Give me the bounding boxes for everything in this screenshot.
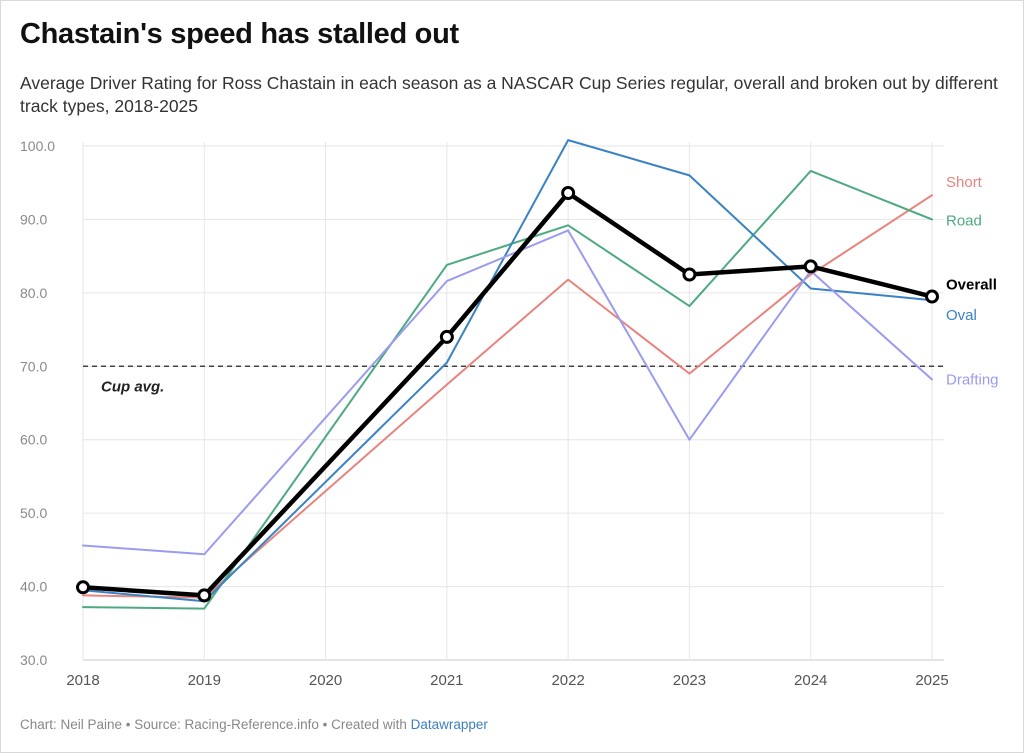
x-tick-label: 2020: [309, 672, 342, 689]
overall-point: [803, 259, 818, 274]
datawrapper-link[interactable]: Datawrapper: [410, 717, 488, 732]
y-tick-label: 40.0: [20, 579, 47, 595]
cup-average-label: Cup avg.: [101, 378, 164, 395]
series-line-oval: [82, 139, 933, 603]
overall-point: [561, 185, 576, 200]
y-tick-label: 90.0: [20, 211, 47, 227]
footer-credit: Chart: Neil Paine • Source: Racing-Refer…: [20, 717, 411, 732]
chart-footer: Chart: Neil Paine • Source: Racing-Refer…: [20, 717, 488, 732]
x-tick-label: 2019: [188, 672, 221, 689]
y-tick-label: 70.0: [20, 358, 47, 374]
y-tick-label: 100.0: [20, 138, 55, 154]
x-tick-label: 2025: [915, 672, 948, 689]
chart-subtitle: Average Driver Rating for Ross Chastain …: [20, 73, 998, 116]
series-line-drafting: [82, 229, 933, 556]
x-tick-label: 2021: [430, 672, 463, 689]
y-tick-label: 80.0: [20, 285, 47, 301]
series-line-road: [82, 169, 933, 610]
x-tick-label: 2023: [673, 672, 706, 689]
series-label-short: Short: [946, 174, 983, 191]
x-tick-label: 2022: [551, 672, 584, 689]
overall-point: [197, 588, 212, 603]
overall-point: [439, 329, 454, 344]
y-tick-label: 60.0: [20, 432, 47, 448]
series-label-road: Road: [946, 212, 982, 229]
overall-point: [925, 289, 939, 304]
overall-point: [76, 580, 90, 595]
overall-point: [682, 267, 697, 282]
x-tick-label: 2018: [66, 672, 99, 689]
x-tick-label: 2024: [794, 672, 827, 689]
y-tick-label: 50.0: [20, 505, 47, 521]
series-label-overall: Overall: [946, 277, 997, 294]
chart-title: Chastain's speed has stalled out: [20, 18, 459, 50]
series-label-oval: Oval: [946, 307, 977, 324]
y-tick-label: 30.0: [20, 652, 47, 668]
series-label-drafting: Drafting: [946, 372, 999, 389]
